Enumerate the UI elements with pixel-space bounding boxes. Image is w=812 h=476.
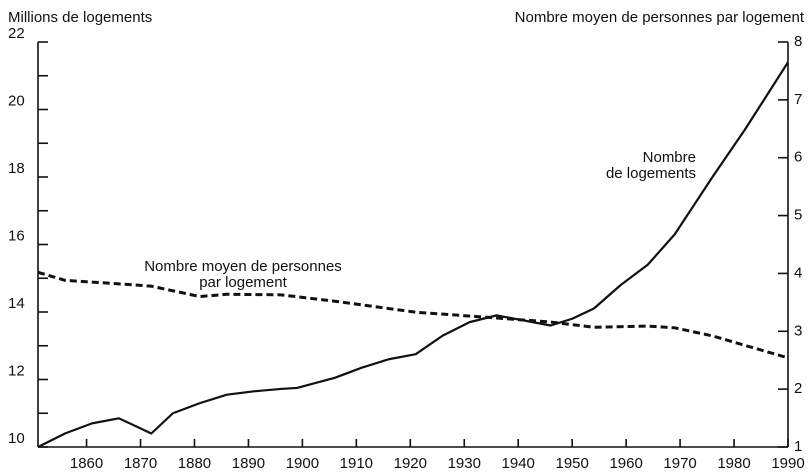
annotation: Nombre (643, 149, 696, 166)
x-tick-label: 1990 (771, 455, 804, 472)
y2-tick-label: 4 (794, 264, 802, 281)
y-tick-label: 22 (8, 25, 25, 42)
x-tick-label: 1980 (717, 455, 750, 472)
x-tick-label: 1880 (178, 455, 211, 472)
y-tick-label: 18 (8, 160, 25, 177)
annotation: Nombre moyen de personnes (144, 258, 342, 275)
y2-tick-label: 8 (794, 33, 802, 50)
y2-tick-label: 1 (794, 438, 802, 455)
x-tick-label: 1860 (70, 455, 103, 472)
y-tick-label: 12 (8, 362, 25, 379)
y2-tick-label: 3 (794, 322, 802, 339)
y2-tick-label: 2 (794, 380, 802, 397)
x-tick-label: 1940 (502, 455, 535, 472)
x-tick-label: 1890 (232, 455, 265, 472)
y2-tick-label: 5 (794, 207, 802, 224)
annotation: de logements (606, 165, 696, 182)
y-axis-label: Millions de logements (8, 9, 152, 26)
y2-tick-label: 7 (794, 91, 802, 108)
x-tick-label: 1910 (340, 455, 373, 472)
line-series (37, 270, 789, 360)
x-tick-label: 1950 (555, 455, 588, 472)
y-tick-label: 10 (8, 430, 25, 447)
y2-axis-label: Nombre moyen de personnes par logement (515, 9, 805, 26)
y-tick-label: 14 (8, 295, 25, 312)
x-tick-label: 1900 (286, 455, 319, 472)
annotation: par logement (199, 274, 287, 291)
x-tick-label: 1920 (394, 455, 427, 472)
y-tick-label: 20 (8, 92, 25, 109)
x-tick-label: 1870 (124, 455, 157, 472)
x-tick-label: 1930 (448, 455, 481, 472)
x-tick-label: 1970 (663, 455, 696, 472)
y2-tick-label: 6 (794, 149, 802, 166)
y-tick-label: 16 (8, 227, 25, 244)
line-series (37, 61, 789, 448)
x-tick-label: 1960 (609, 455, 642, 472)
